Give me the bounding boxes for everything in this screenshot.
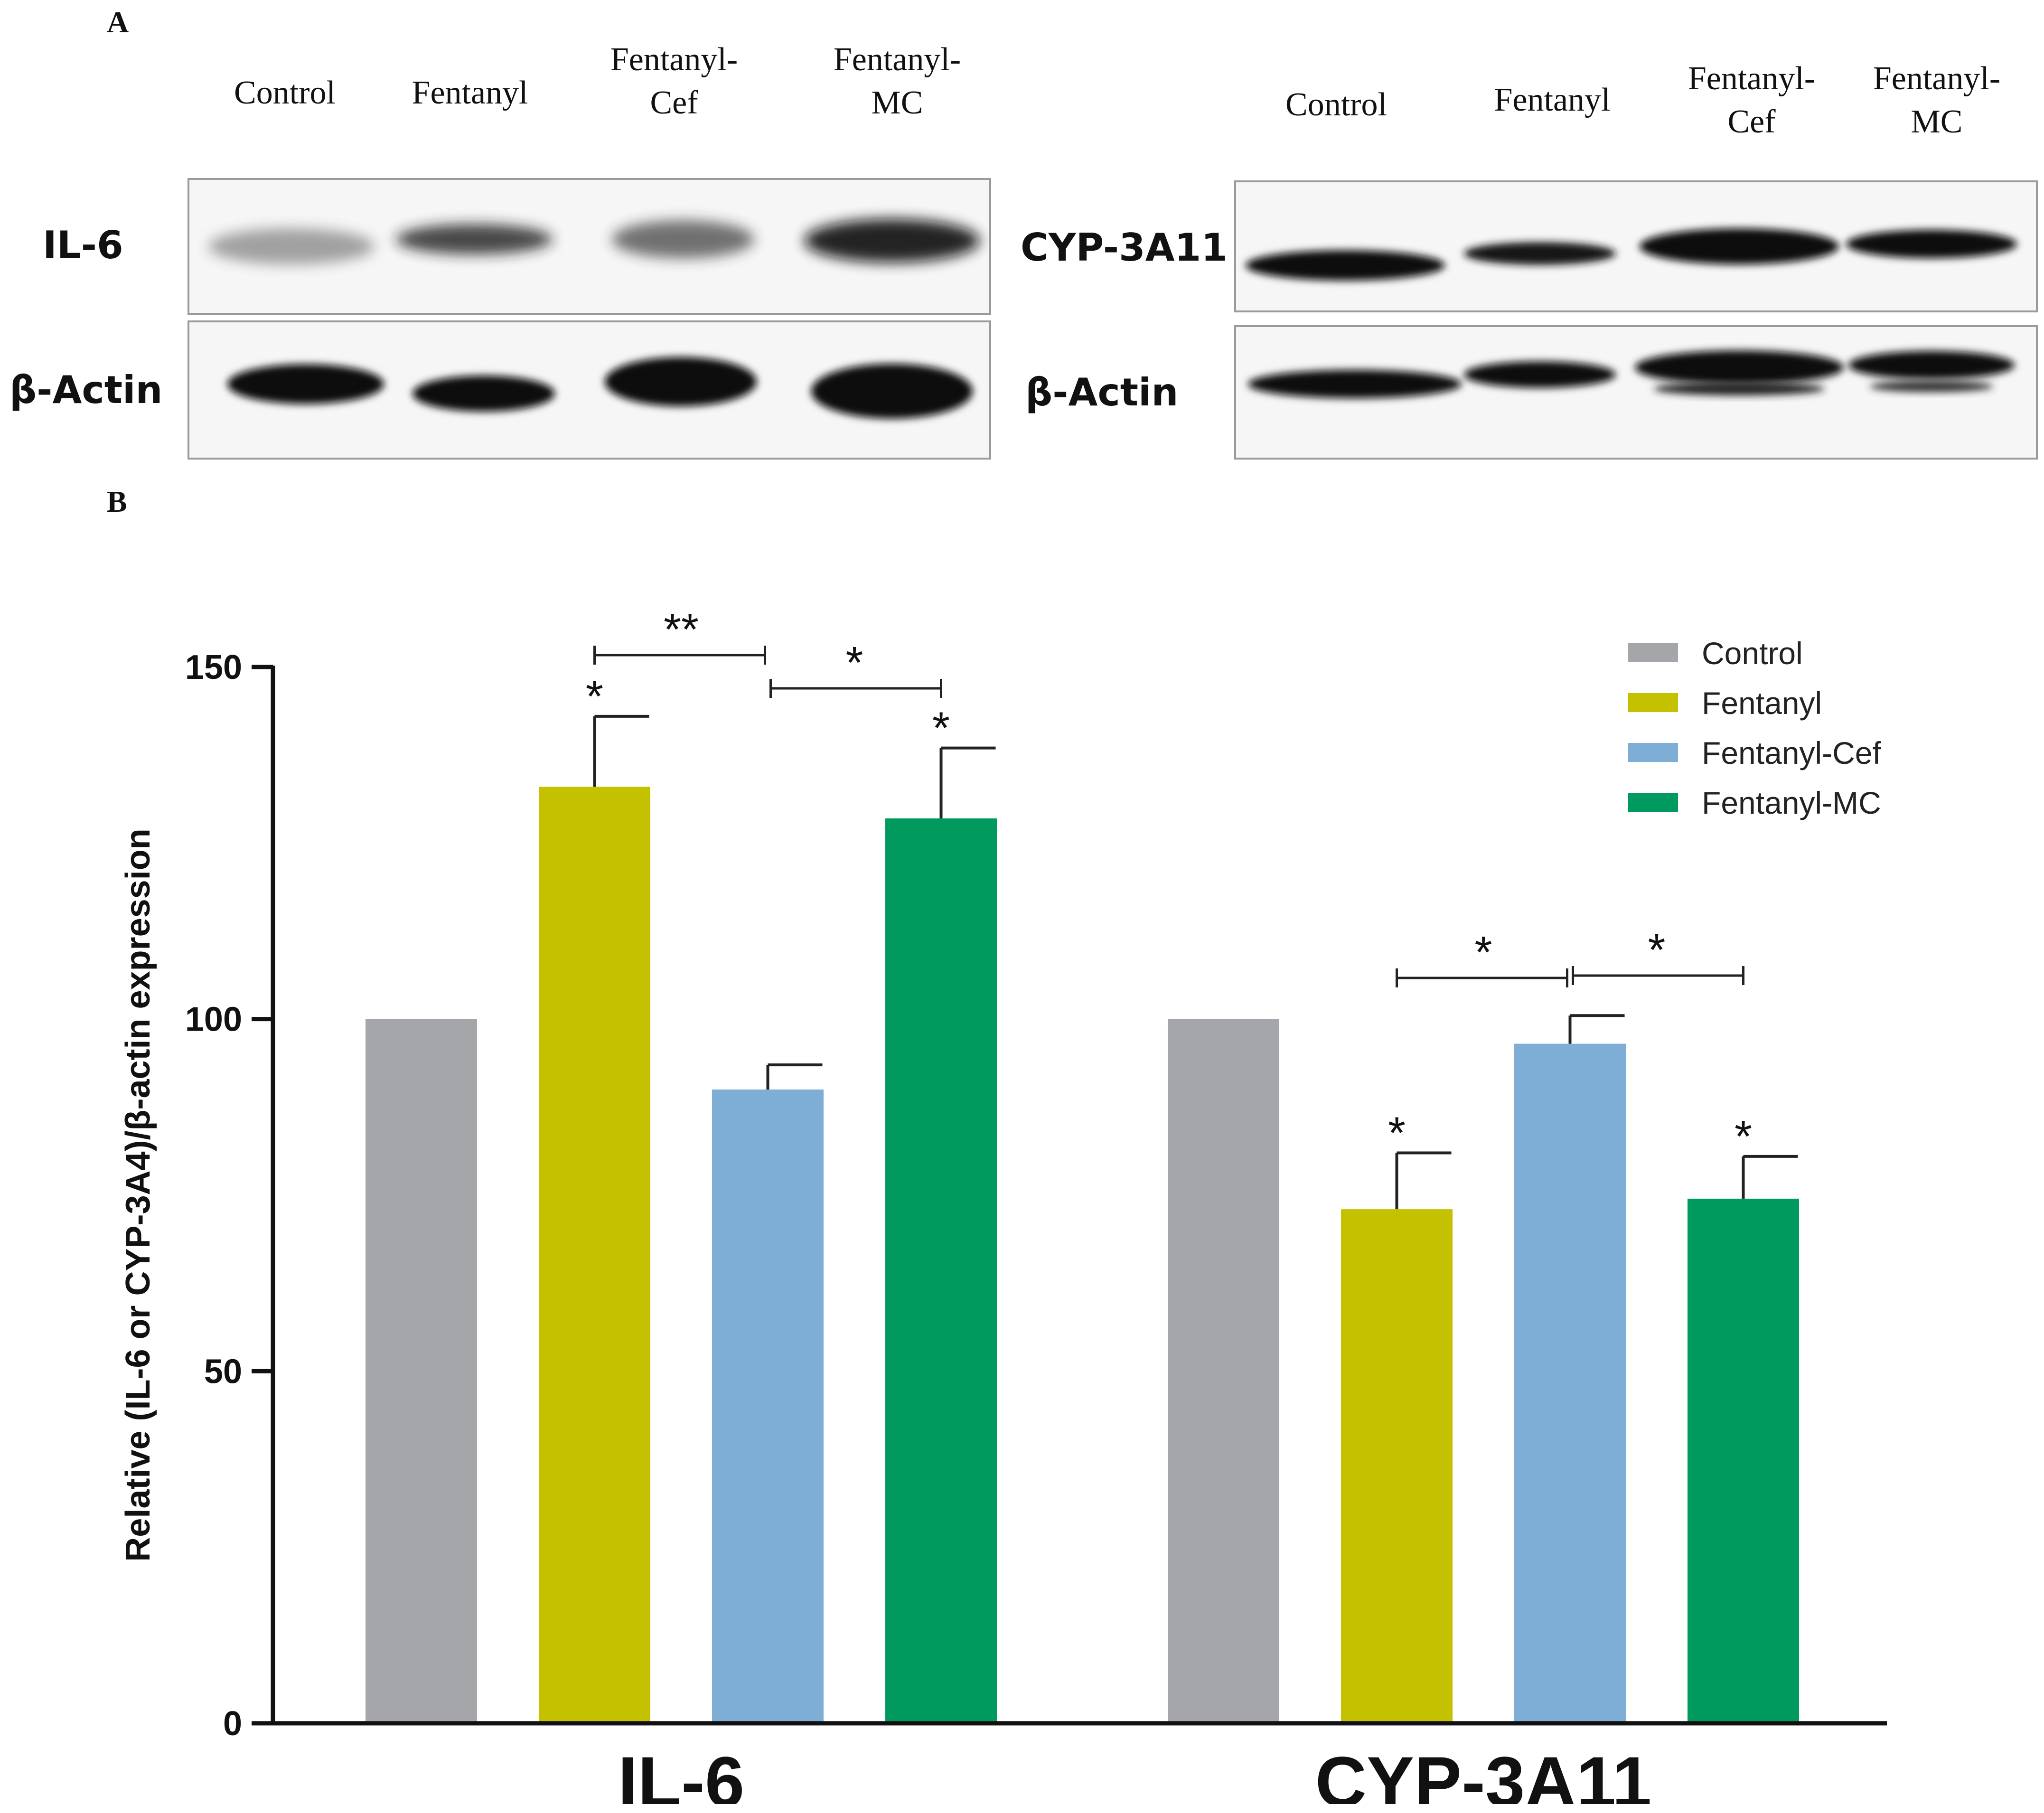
y-tick-label: 0 xyxy=(223,1705,242,1743)
band xyxy=(1870,381,1993,392)
band xyxy=(396,224,553,254)
il6-actin-bands xyxy=(227,357,973,419)
x-category-label: IL-6 xyxy=(618,1742,745,1804)
il6-lane-fentanyl: Fentanyl xyxy=(389,71,551,114)
significance-star: * xyxy=(932,703,950,753)
y-tick-label: 50 xyxy=(204,1353,242,1390)
il6-lane-fentanyl-cef: Fentanyl- Cef xyxy=(584,38,764,124)
bar-fentanyl-mc-il-6 xyxy=(885,818,997,1723)
band xyxy=(605,357,757,406)
comparison-label: * xyxy=(1475,927,1492,977)
il6-actin-label: β-Actin xyxy=(9,368,163,412)
lane-text: Fentanyl xyxy=(1494,82,1611,118)
il6-lane-fentanyl-mc: Fentanyl- MC xyxy=(807,38,987,124)
band xyxy=(1248,370,1462,398)
x-category-label: CYP-3A11 xyxy=(1315,1742,1652,1804)
lane-text: Fentanyl- MC xyxy=(833,41,961,121)
il6-bands xyxy=(208,219,980,264)
band xyxy=(1640,228,1839,264)
bar-fentanyl-mc-cyp-3a11 xyxy=(1688,1198,1799,1723)
band xyxy=(208,228,375,264)
band xyxy=(1846,230,2017,258)
y-tick-label: 150 xyxy=(185,648,242,686)
cyp-bands xyxy=(1246,228,2017,281)
band xyxy=(811,364,973,419)
lane-text: Fentanyl- Cef xyxy=(610,41,738,121)
legend-label: Control xyxy=(1702,636,1803,671)
cyp-blot-label: CYP-3A11 xyxy=(1021,225,1228,270)
legend-label: Fentanyl-Cef xyxy=(1702,735,1881,770)
cyp-actin-image xyxy=(1234,325,2038,460)
legend-swatch xyxy=(1628,793,1678,812)
il6-blot-image xyxy=(188,178,991,315)
legend-swatch xyxy=(1628,643,1678,662)
cyp-actin-label: β-Actin xyxy=(1025,370,1179,414)
cyp-lane-fentanyl: Fentanyl xyxy=(1472,78,1633,122)
legend-swatch xyxy=(1628,693,1678,712)
band xyxy=(227,364,384,404)
cyp-lane-control: Control xyxy=(1258,83,1415,126)
legend-swatch xyxy=(1628,743,1678,762)
band xyxy=(413,376,555,412)
band xyxy=(1464,361,1616,388)
cyp-lane-fentanyl-mc: Fentanyl- MC xyxy=(1847,57,2027,143)
panel-a-letter: A xyxy=(107,5,129,39)
cyp-actin-bands xyxy=(1248,350,2015,398)
il6-actin-image xyxy=(188,320,991,460)
bar-chart: 0 50 100 150 Relative (IL-6 or CYP-3A4)/β-ac… xyxy=(119,604,1887,1804)
il6-lane-control: Control xyxy=(209,71,361,114)
panel-b-letter: B xyxy=(107,485,127,518)
significance-star: * xyxy=(586,671,603,722)
comparison-label: ** xyxy=(664,604,699,655)
bar-fentanyl-cef-cyp-3a11 xyxy=(1514,1043,1626,1723)
legend-label: Fentanyl-MC xyxy=(1702,785,1881,820)
lane-text: Fentanyl- Cef xyxy=(1688,60,1816,140)
comparison-label: * xyxy=(846,638,863,688)
lane-text: Control xyxy=(234,75,336,111)
bar-fentanyl-il-6 xyxy=(539,787,650,1723)
significance-star: * xyxy=(1735,1111,1752,1162)
legend-label: Fentanyl xyxy=(1702,686,1822,721)
band xyxy=(1654,382,1825,395)
y-tick-label: 100 xyxy=(185,1001,242,1039)
lane-text: Fentanyl- MC xyxy=(1873,60,2001,140)
band xyxy=(1635,350,1844,385)
bar-fentanyl-cef-il-6 xyxy=(712,1090,824,1723)
band xyxy=(1246,250,1445,281)
cyp-blot-image xyxy=(1234,180,2038,312)
cyp-lane-fentanyl-cef: Fentanyl- Cef xyxy=(1661,57,1842,143)
lane-text: Fentanyl xyxy=(412,75,528,111)
y-axis-title: Relative (IL-6 or CYP-3A4)/β-actin expre… xyxy=(119,828,157,1561)
band xyxy=(1464,242,1616,265)
band xyxy=(1848,351,2015,379)
lane-text: Control xyxy=(1285,86,1387,123)
bar-control-il-6 xyxy=(366,1019,477,1723)
comparison-label: * xyxy=(1648,925,1666,975)
significance-star: * xyxy=(1388,1108,1406,1158)
bar-fentanyl-cyp-3a11 xyxy=(1341,1209,1453,1723)
band xyxy=(804,219,980,263)
il6-blot-label: IL-6 xyxy=(43,223,123,267)
bar-control-cyp-3a11 xyxy=(1168,1019,1279,1723)
band xyxy=(612,220,754,258)
